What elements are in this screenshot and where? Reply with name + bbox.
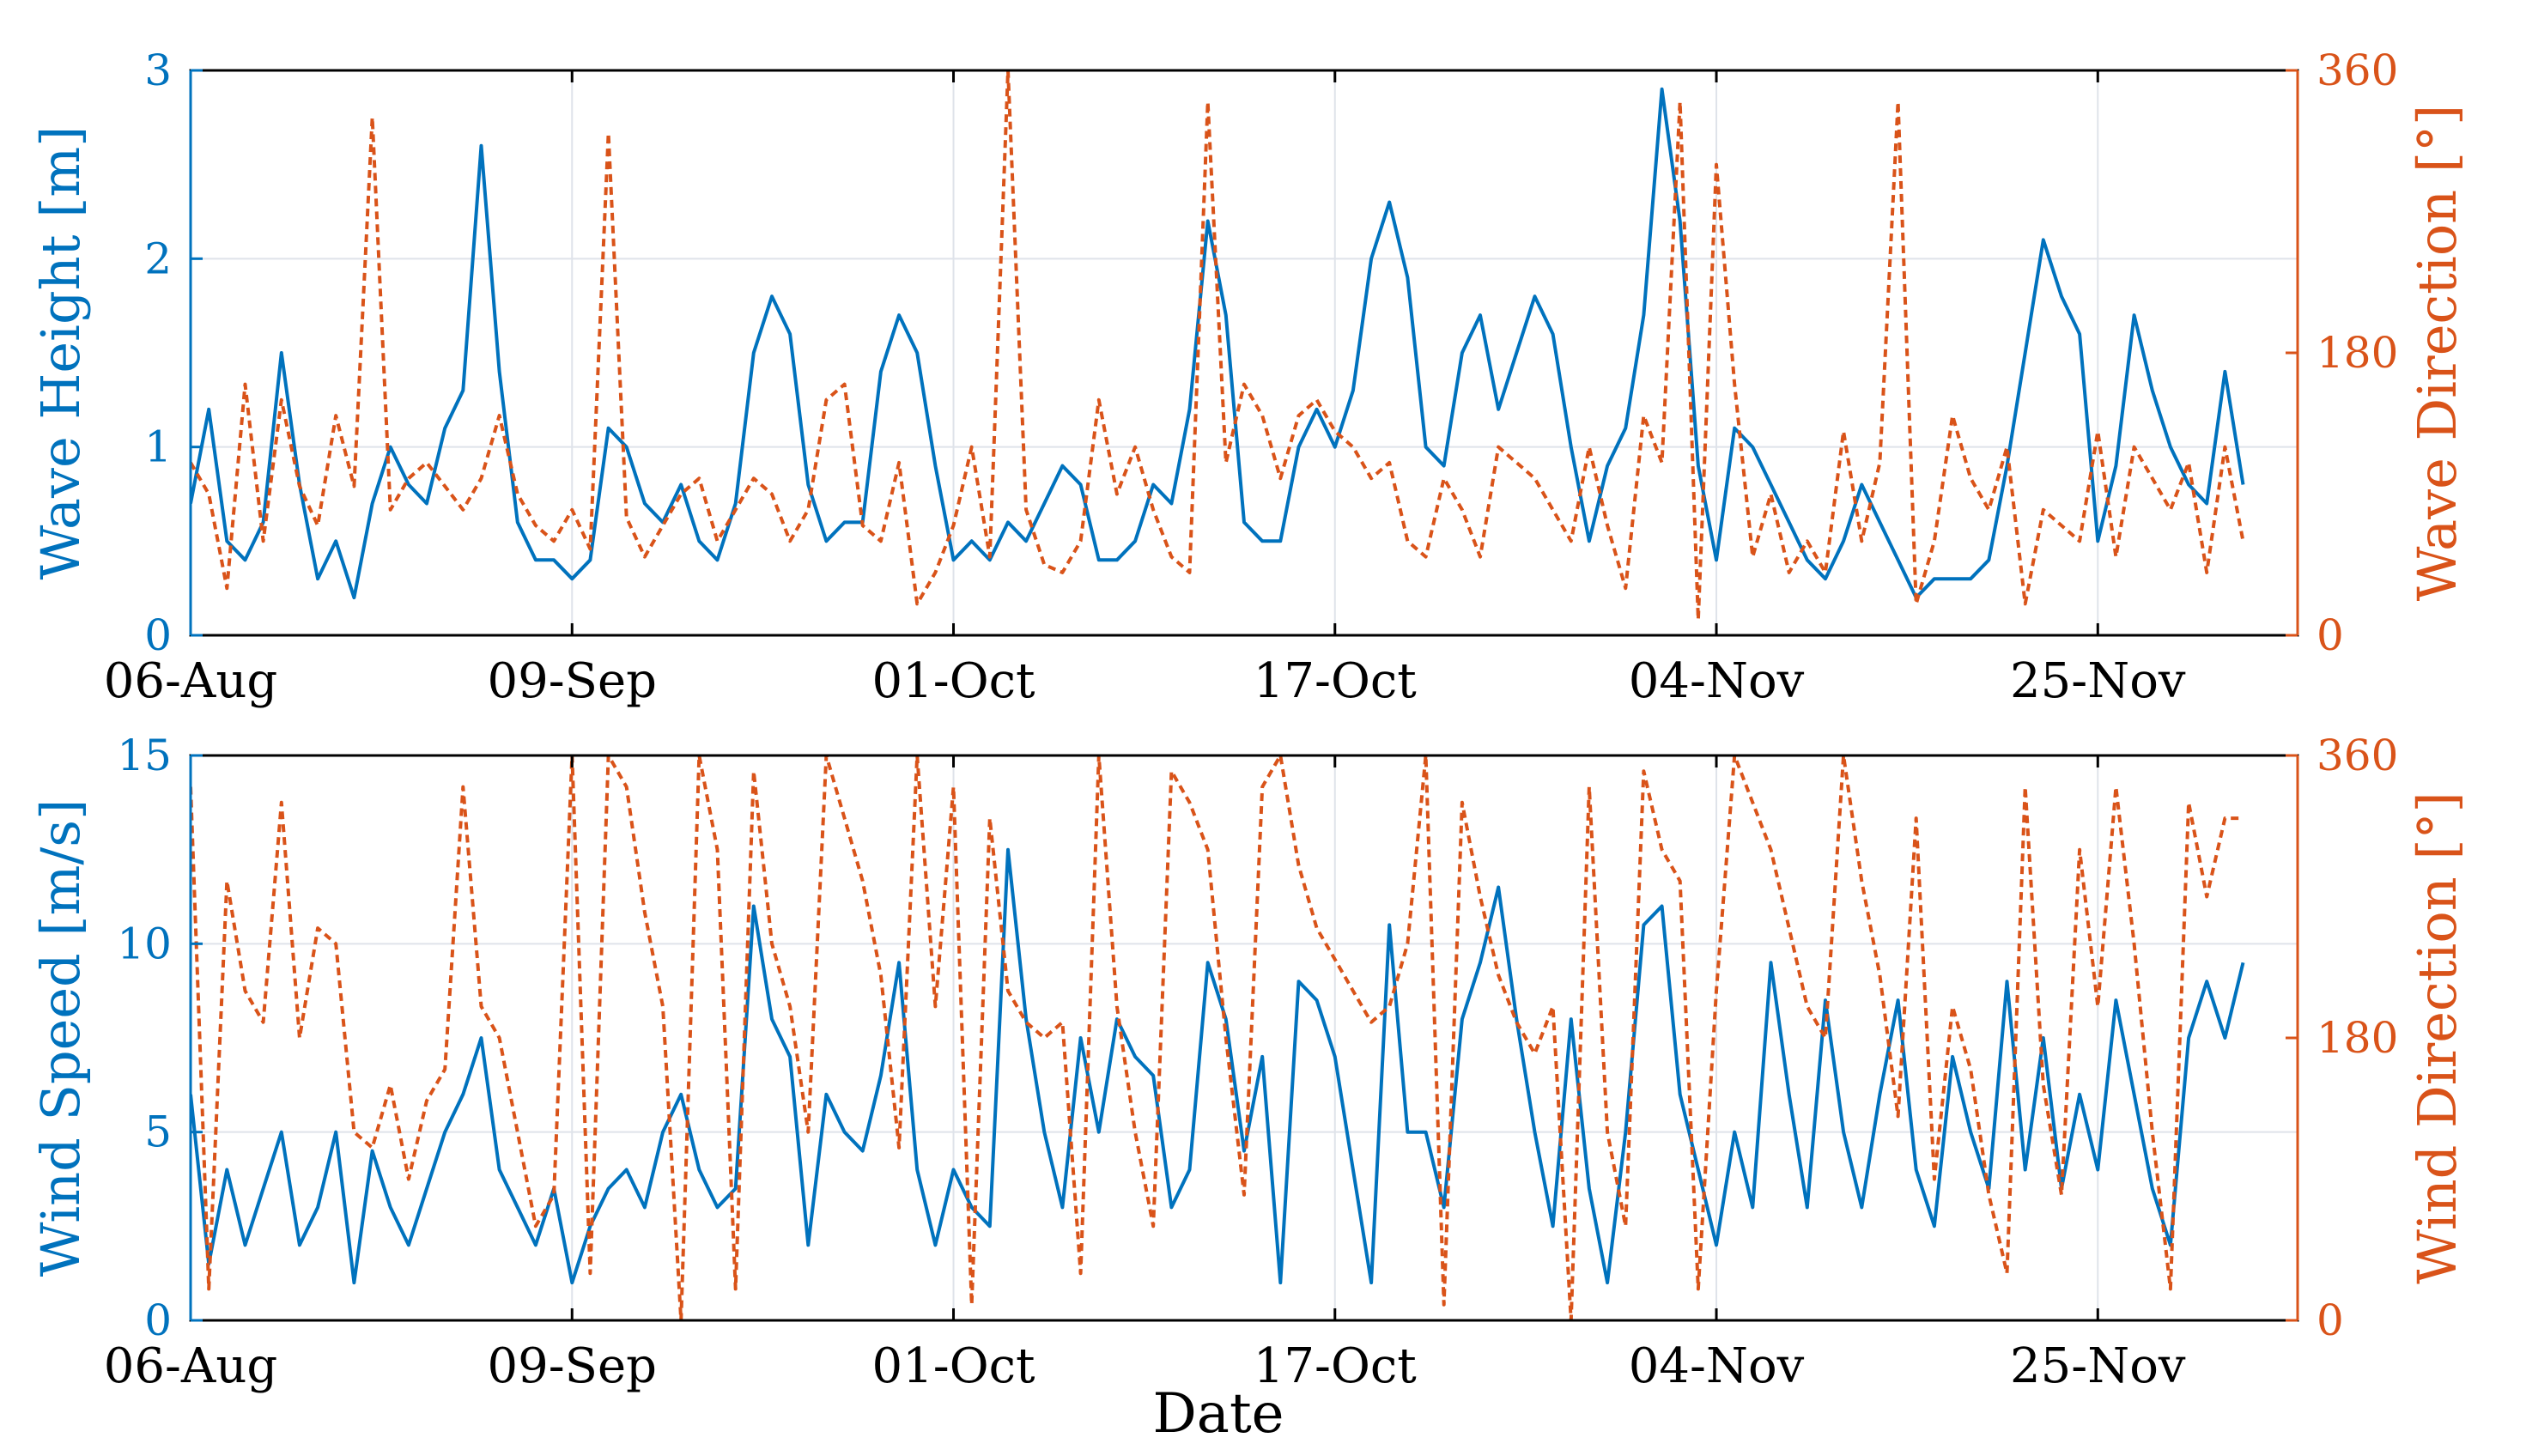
wave-x-tick-0: 06-Aug xyxy=(104,653,278,709)
wave-wave-height-line xyxy=(191,87,2245,600)
wind-direction-tick-1: 180 xyxy=(2317,1013,2398,1063)
wind-x-tick-3: 17-Oct xyxy=(1254,1338,1417,1394)
wave-x-tick-2: 01-Oct xyxy=(872,653,1035,709)
wind-direction-tick-0: 0 xyxy=(2317,1295,2344,1345)
wave-height-axis-label: Wave Height [m] xyxy=(29,126,92,580)
wind-wind-speed-line xyxy=(191,847,2245,1285)
wind-panel: Wind Speed [m/s] Wind Direction [°] 0 5 … xyxy=(29,731,2468,1446)
wind-speed-tick-2: 10 xyxy=(117,919,172,968)
wave-height-tick-0: 0 xyxy=(144,610,172,660)
wind-speed-tick-0: 0 xyxy=(144,1295,172,1345)
wind-x-tick-2: 01-Oct xyxy=(872,1338,1035,1394)
wave-x-tick-3: 17-Oct xyxy=(1254,653,1417,709)
wave-height-tick-2: 2 xyxy=(144,234,172,283)
wave-series-layer xyxy=(191,70,2245,622)
wind-grid xyxy=(191,755,2298,1320)
wave-x-tick-1: 09-Sep xyxy=(487,653,657,709)
wind-direction-tick-2: 360 xyxy=(2317,731,2398,780)
wind-series-layer xyxy=(191,755,2245,1320)
wave-direction-tick-2: 360 xyxy=(2317,46,2398,95)
wave-panel: Wave Height [m] Wave Direction [°] 0 1 2… xyxy=(29,46,2468,709)
wave-direction-tick-1: 180 xyxy=(2317,328,2398,378)
wind-speed-tick-3: 15 xyxy=(117,731,172,780)
wind-x-tick-0: 06-Aug xyxy=(104,1338,278,1394)
wind-direction-axis-label: Wind Direction [°] xyxy=(2406,792,2468,1283)
wind-x-tick-5: 25-Nov xyxy=(2010,1338,2186,1394)
wind-ticks xyxy=(189,754,2299,1322)
wave-x-tick-4: 04-Nov xyxy=(1629,653,1805,709)
wave-x-tick-5: 25-Nov xyxy=(2010,653,2186,709)
wave-height-tick-3: 3 xyxy=(144,46,172,95)
wave-direction-axis-label: Wave Direction [°] xyxy=(2406,105,2468,601)
wind-speed-axis-label: Wind Speed [m/s] xyxy=(29,799,92,1277)
wave-height-tick-1: 1 xyxy=(144,422,172,472)
wave-ticks xyxy=(189,69,2299,637)
wind-x-tick-1: 09-Sep xyxy=(487,1338,657,1394)
wind-speed-tick-1: 5 xyxy=(144,1107,172,1157)
wind-x-tick-4: 04-Nov xyxy=(1629,1338,1805,1394)
date-axis-label: Date xyxy=(1152,1382,1284,1446)
wave-direction-tick-0: 0 xyxy=(2317,610,2344,660)
wave-wave-direction-line xyxy=(191,70,2245,622)
